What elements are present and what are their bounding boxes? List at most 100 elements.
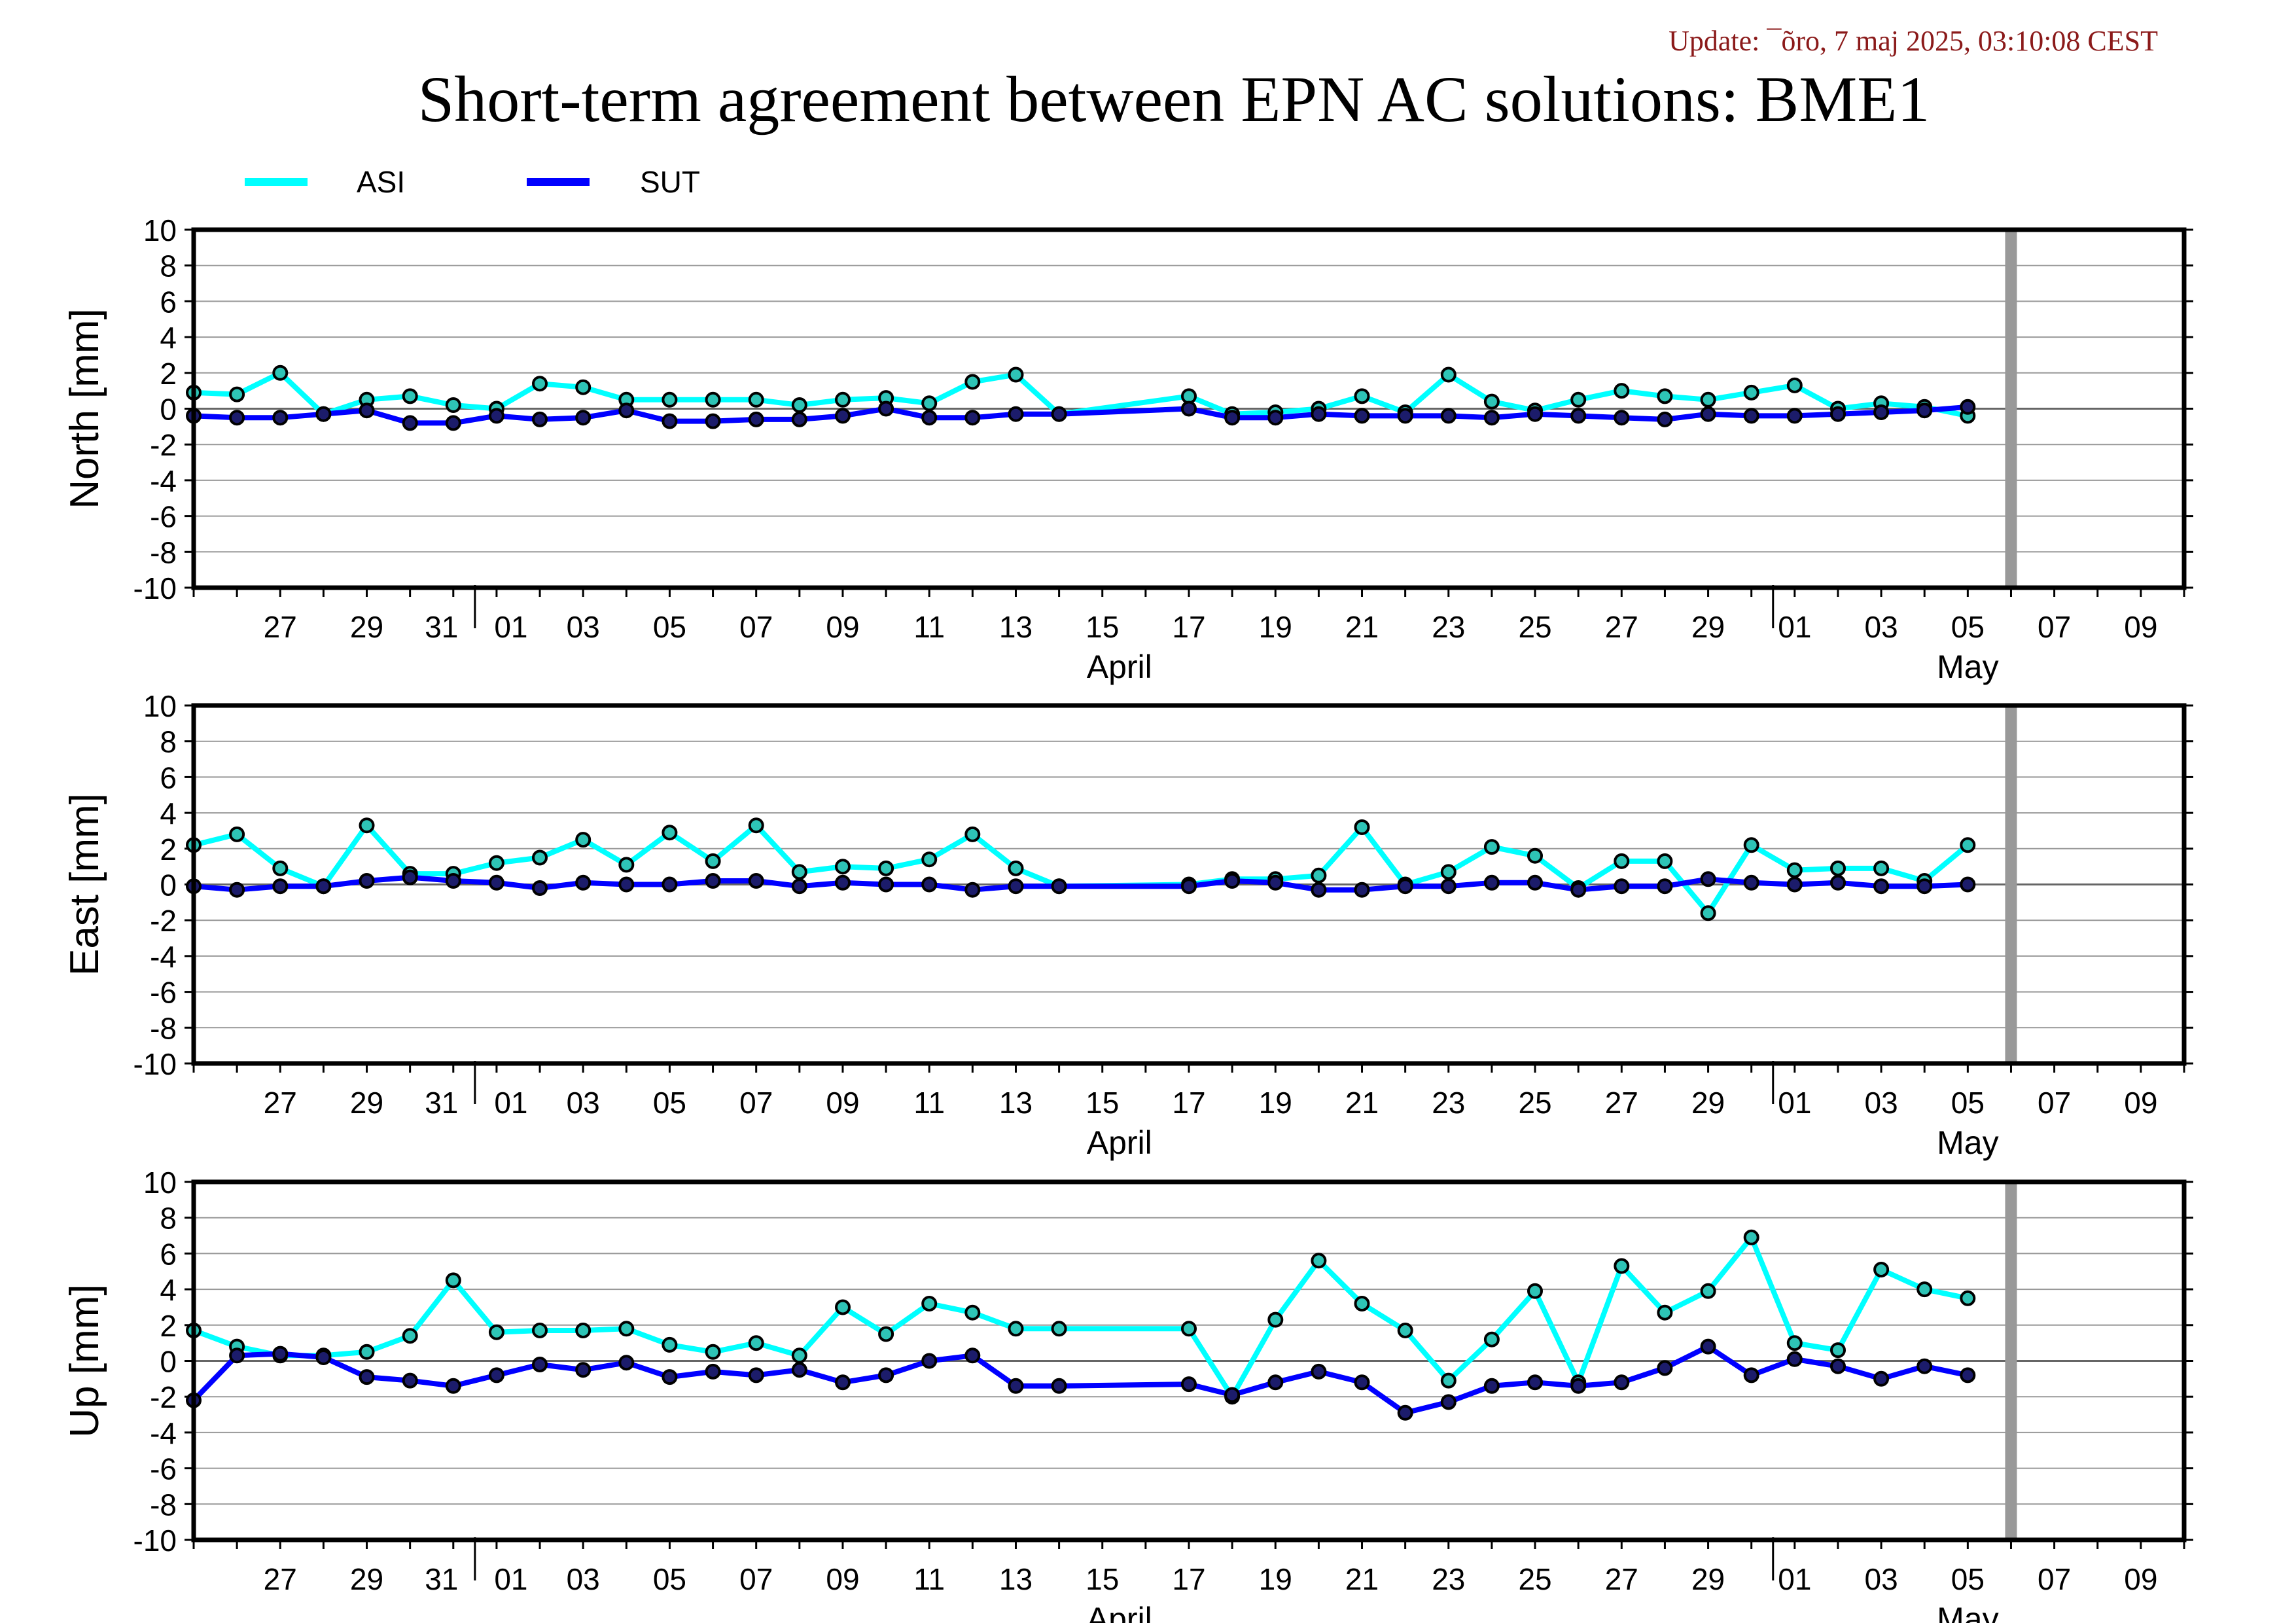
data-point-asi xyxy=(1614,853,1630,869)
legend-label-asi: ASI xyxy=(357,165,405,199)
y-tick-label: 10 xyxy=(143,213,177,247)
data-point-sut xyxy=(1830,1358,1846,1374)
data-point-asi xyxy=(791,1347,807,1364)
data-point-sut xyxy=(1830,874,1846,891)
data-point-asi xyxy=(1483,393,1500,410)
data-point-asi xyxy=(402,388,418,404)
x-tick-label: 09 xyxy=(826,1562,859,1596)
data-point-asi xyxy=(964,374,981,390)
data-point-asi xyxy=(964,826,981,842)
y-tick-label: 8 xyxy=(160,725,177,759)
x-tick-label: 05 xyxy=(1951,610,1985,644)
data-point-sut xyxy=(488,1367,504,1383)
data-point-sut xyxy=(1483,874,1500,891)
data-point-sut xyxy=(445,873,461,889)
data-point-sut xyxy=(532,880,548,896)
data-point-sut xyxy=(1657,411,1673,427)
y-tick-label: 10 xyxy=(143,689,177,723)
data-point-asi xyxy=(1700,391,1716,408)
data-point-asi xyxy=(229,386,245,402)
y-tick-label: 6 xyxy=(160,1237,177,1271)
data-point-asi xyxy=(445,397,461,413)
x-tick-label: 05 xyxy=(653,1562,686,1596)
update-timestamp: Update: ¯õro, 7 maj 2025, 03:10:08 CEST xyxy=(1669,25,2158,57)
y-tick-label: -10 xyxy=(133,1524,177,1558)
data-point-sut xyxy=(1527,874,1543,891)
x-tick-label: 09 xyxy=(2124,1562,2157,1596)
y-tick-label: -4 xyxy=(150,1416,177,1450)
legend: ASI SUT xyxy=(245,165,700,199)
data-point-sut xyxy=(1397,1404,1413,1421)
data-point-asi xyxy=(1700,1283,1716,1299)
data-point-asi xyxy=(488,1324,504,1340)
x-tick-label: 01 xyxy=(1778,1086,1811,1120)
data-point-asi xyxy=(1483,1331,1500,1347)
x-tick-label: 29 xyxy=(350,1562,383,1596)
data-point-asi xyxy=(575,1323,592,1338)
x-tick-label: 29 xyxy=(1691,1562,1725,1596)
data-point-asi xyxy=(359,1344,375,1360)
plot-frame xyxy=(191,703,2187,1066)
data-point-sut xyxy=(662,413,678,429)
data-point-sut xyxy=(1397,878,1413,895)
y-tick-label: 6 xyxy=(160,285,177,319)
data-point-sut xyxy=(1700,406,1716,422)
data-point-sut xyxy=(1916,878,1933,895)
data-point-sut xyxy=(1397,408,1413,424)
data-point-asi xyxy=(662,1336,678,1353)
data-point-sut xyxy=(359,873,375,889)
data-point-asi xyxy=(359,817,375,834)
series-line-sut xyxy=(193,404,1968,426)
x-tick-label: 17 xyxy=(1172,610,1205,644)
data-point-sut xyxy=(1051,406,1067,422)
y-tick-label: -10 xyxy=(133,571,177,605)
data-point-sut xyxy=(1483,1378,1500,1394)
data-point-sut xyxy=(1181,1376,1197,1393)
data-point-sut xyxy=(1440,408,1457,424)
y-tick-label: 8 xyxy=(160,1202,177,1236)
data-point-sut xyxy=(359,1369,375,1385)
data-point-asi xyxy=(1440,864,1457,880)
data-point-sut xyxy=(488,408,504,424)
y-tick-label: -10 xyxy=(133,1047,177,1081)
x-tick-label: 09 xyxy=(826,1086,859,1120)
x-tick-label: 01 xyxy=(494,610,527,644)
data-point-sut xyxy=(1657,1360,1673,1376)
y-tick-label: -8 xyxy=(150,1488,177,1522)
y-axis-label: East [mm] xyxy=(62,793,107,976)
data-point-sut xyxy=(1051,878,1067,895)
y-tick-label: -8 xyxy=(150,1011,177,1045)
data-point-asi xyxy=(1657,853,1673,869)
y-tick-label: 4 xyxy=(160,321,177,355)
data-point-sut xyxy=(1960,1367,1976,1383)
data-point-asi xyxy=(532,849,548,866)
data-point-sut xyxy=(921,1353,938,1369)
x-tick-label: 31 xyxy=(425,1562,458,1596)
data-point-sut xyxy=(1570,882,1587,898)
y-tick-label: -2 xyxy=(150,1380,177,1414)
data-point-asi xyxy=(705,1344,721,1360)
x-tick-label: 27 xyxy=(1605,1086,1638,1120)
x-tick-label: 15 xyxy=(1086,610,1119,644)
data-point-asi xyxy=(488,855,504,871)
x-tick-label: 05 xyxy=(1951,1086,1985,1120)
month-label: April xyxy=(1087,1124,1152,1161)
data-point-sut xyxy=(1916,402,1933,419)
data-point-sut xyxy=(1614,410,1630,426)
y-tick-label: 6 xyxy=(160,760,177,794)
data-point-asi xyxy=(1700,905,1716,921)
data-point-asi xyxy=(1657,388,1673,404)
data-point-asi xyxy=(1181,1321,1197,1337)
x-tick-label: 11 xyxy=(913,1086,945,1120)
x-tick-label: 07 xyxy=(2038,1086,2071,1120)
data-point-asi xyxy=(1051,1321,1067,1337)
x-tick-label: 03 xyxy=(1865,1086,1898,1120)
data-point-asi xyxy=(748,1335,764,1351)
plot-frame xyxy=(191,1179,2187,1543)
x-tick-label: 17 xyxy=(1172,1086,1205,1120)
data-point-sut xyxy=(964,410,981,426)
x-tick-label: 11 xyxy=(913,1562,945,1596)
x-tick-label: 07 xyxy=(739,1562,773,1596)
data-point-asi xyxy=(1960,837,1976,853)
